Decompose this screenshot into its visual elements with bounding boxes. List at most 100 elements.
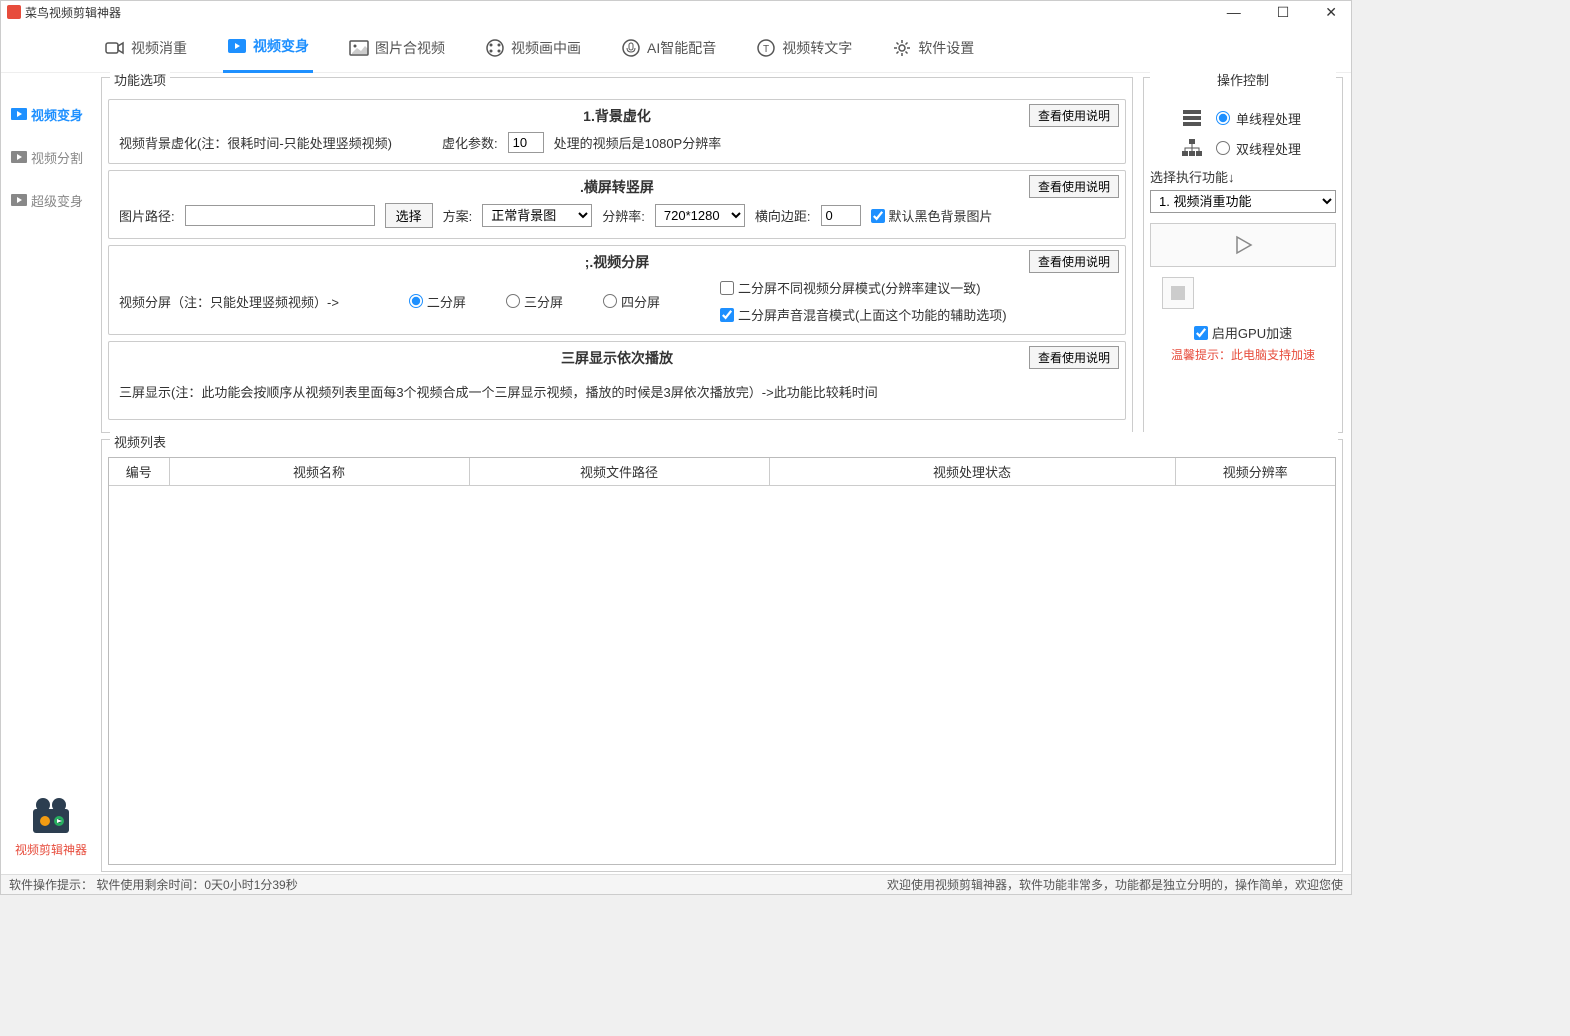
tab-label: AI智能配音 bbox=[647, 38, 716, 58]
image-icon bbox=[349, 38, 369, 58]
margin-input[interactable] bbox=[821, 205, 861, 226]
col-res[interactable]: 视频分辨率 bbox=[1175, 458, 1335, 486]
single-thread-icon bbox=[1180, 107, 1204, 129]
view-instruction-button[interactable]: 查看使用说明 bbox=[1029, 346, 1119, 369]
split-3-radio[interactable] bbox=[506, 294, 520, 308]
mic-icon bbox=[621, 38, 641, 58]
video-icon bbox=[11, 194, 27, 208]
view-instruction-button[interactable]: 查看使用说明 bbox=[1029, 104, 1119, 127]
left-sidebar: 视频变身 视频分割 超级变身 视频剪辑神器 bbox=[1, 73, 101, 872]
control-title: 操作控制 bbox=[1150, 70, 1336, 89]
tab-label: 图片合视频 bbox=[375, 38, 445, 58]
tab-video-text[interactable]: T 视频转文字 bbox=[752, 23, 856, 73]
plan-select[interactable]: 正常背景图 bbox=[482, 204, 592, 227]
choose-button[interactable]: 选择 bbox=[385, 203, 433, 228]
tab-label: 视频转文字 bbox=[782, 38, 852, 58]
single-thread-radio[interactable] bbox=[1216, 111, 1230, 125]
sidebar-item-transform[interactable]: 视频变身 bbox=[1, 93, 101, 136]
app-window: 菜鸟视频剪辑神器 — ☐ ✕ 视频消重 视频变身 图片合视频 视频画中画 AI智… bbox=[0, 0, 1352, 895]
tab-label: 视频变身 bbox=[253, 36, 309, 56]
split-2-label: 二分屏 bbox=[427, 292, 466, 311]
gpu-tip: 温馨提示：此电脑支持加速 bbox=[1150, 346, 1336, 363]
video-icon bbox=[11, 151, 27, 165]
res-select[interactable]: 720*1280 bbox=[655, 204, 745, 227]
split-mix-label: 二分屏声音混音模式(上面这个功能的辅助选项) bbox=[738, 305, 1007, 324]
col-path[interactable]: 视频文件路径 bbox=[469, 458, 769, 486]
video-list-box: 视频列表 编号 视频名称 视频文件路径 视频处理状态 视频分辨率 bbox=[101, 439, 1343, 872]
multi-thread-label: 双线程处理 bbox=[1236, 139, 1301, 158]
app-icon bbox=[7, 5, 21, 19]
tab-video-transform[interactable]: 视频变身 bbox=[223, 23, 313, 73]
tab-ai-dub[interactable]: AI智能配音 bbox=[617, 23, 720, 73]
logo-area: 视频剪辑神器 bbox=[15, 797, 87, 858]
gpu-checkbox[interactable] bbox=[1194, 326, 1208, 340]
split-diff-label: 二分屏不同视频分屏模式(分辨率建议一致) bbox=[738, 278, 981, 297]
logo-text: 视频剪辑神器 bbox=[15, 841, 87, 858]
status-right: 欢迎使用视频剪辑神器，软件功能非常多，功能都是独立分明的，操作简单，欢迎您使 bbox=[887, 876, 1343, 893]
path-label: 图片路径: bbox=[119, 206, 175, 225]
section-triple: 查看使用说明 三屏显示依次播放 三屏显示(注：此功能会按顺序从视频列表里面每3个… bbox=[108, 341, 1126, 420]
res-label: 分辨率: bbox=[602, 206, 645, 225]
status-left-text: 软件使用剩余时间：0天0小时1分39秒 bbox=[96, 878, 297, 892]
sidebar-label: 超级变身 bbox=[31, 191, 83, 210]
gpu-label: 启用GPU加速 bbox=[1212, 323, 1292, 342]
control-box: 操作控制 单线程处理 双线程处理 选择执行功能↓ 1. 视频消重功能 bbox=[1143, 77, 1343, 433]
func-label: 选择执行功能↓ bbox=[1150, 170, 1235, 185]
triple-desc: 三屏显示(注：此功能会按顺序从视频列表里面每3个视频合成一个三屏显示视频，播放的… bbox=[119, 382, 878, 401]
video-icon bbox=[227, 36, 247, 56]
view-instruction-button[interactable]: 查看使用说明 bbox=[1029, 175, 1119, 198]
svg-text:T: T bbox=[763, 44, 769, 55]
maximize-button[interactable]: ☐ bbox=[1269, 4, 1298, 21]
col-status[interactable]: 视频处理状态 bbox=[769, 458, 1175, 486]
app-title: 菜鸟视频剪辑神器 bbox=[25, 4, 121, 21]
tab-video-dedup[interactable]: 视频消重 bbox=[101, 23, 191, 73]
tab-settings[interactable]: 软件设置 bbox=[888, 23, 978, 73]
single-thread-label: 单线程处理 bbox=[1236, 109, 1301, 128]
split-mix-checkbox[interactable] bbox=[720, 308, 734, 322]
split-3-label: 三分屏 bbox=[524, 292, 563, 311]
status-left-label: 软件操作提示： bbox=[9, 878, 93, 892]
multi-thread-icon bbox=[1180, 137, 1204, 159]
section-title: 三屏显示依次播放 bbox=[119, 348, 1115, 368]
view-instruction-button[interactable]: 查看使用说明 bbox=[1029, 250, 1119, 273]
blur-param-input[interactable] bbox=[508, 132, 544, 153]
func-select[interactable]: 1. 视频消重功能 bbox=[1150, 190, 1336, 213]
section-title: .横屏转竖屏 bbox=[119, 177, 1115, 197]
tab-label: 软件设置 bbox=[918, 38, 974, 58]
sidebar-item-split[interactable]: 视频分割 bbox=[1, 136, 101, 179]
stop-button[interactable] bbox=[1162, 277, 1194, 309]
section-split: 查看使用说明 ;.视频分屏 视频分屏（注：只能处理竖频视频）-> 二分屏 三分屏… bbox=[108, 245, 1126, 335]
tab-label: 视频消重 bbox=[131, 38, 187, 58]
path-input[interactable] bbox=[185, 205, 375, 226]
col-name[interactable]: 视频名称 bbox=[169, 458, 469, 486]
multi-thread-radio[interactable] bbox=[1216, 141, 1230, 155]
blur-after-text: 处理的视频后是1080P分辨率 bbox=[554, 133, 722, 152]
split-4-label: 四分屏 bbox=[621, 292, 660, 311]
video-list-title: 视频列表 bbox=[110, 432, 1338, 451]
minimize-button[interactable]: — bbox=[1219, 4, 1249, 21]
statusbar: 软件操作提示： 软件使用剩余时间：0天0小时1分39秒 欢迎使用视频剪辑神器，软… bbox=[1, 874, 1351, 894]
section-title: ;.视频分屏 bbox=[119, 252, 1115, 272]
blur-desc: 视频背景虚化(注：很耗时间-只能处理竖频视频) bbox=[119, 133, 392, 152]
tab-pip[interactable]: 视频画中画 bbox=[481, 23, 585, 73]
section-title: 1.背景虚化 bbox=[119, 106, 1115, 126]
split-desc: 视频分屏（注：只能处理竖频视频）-> bbox=[119, 292, 339, 311]
logo-icon bbox=[27, 797, 75, 837]
video-icon bbox=[11, 108, 27, 122]
camera-icon bbox=[105, 38, 125, 58]
tab-image-video[interactable]: 图片合视频 bbox=[345, 23, 449, 73]
default-bg-checkbox[interactable] bbox=[871, 209, 885, 223]
close-button[interactable]: ✕ bbox=[1317, 4, 1345, 21]
play-button[interactable] bbox=[1150, 223, 1336, 267]
split-4-radio[interactable] bbox=[603, 294, 617, 308]
col-id[interactable]: 编号 bbox=[109, 458, 169, 486]
options-title: 功能选项 bbox=[110, 70, 170, 89]
split-2-radio[interactable] bbox=[409, 294, 423, 308]
video-table: 编号 视频名称 视频文件路径 视频处理状态 视频分辨率 bbox=[109, 458, 1335, 486]
sidebar-item-super[interactable]: 超级变身 bbox=[1, 179, 101, 222]
split-diff-checkbox[interactable] bbox=[720, 281, 734, 295]
plan-label: 方案: bbox=[443, 206, 473, 225]
default-bg-label: 默认黑色背景图片 bbox=[889, 206, 993, 225]
section-bg-blur: 查看使用说明 1.背景虚化 视频背景虚化(注：很耗时间-只能处理竖频视频) 虚化… bbox=[108, 99, 1126, 164]
sidebar-label: 视频分割 bbox=[31, 148, 83, 167]
